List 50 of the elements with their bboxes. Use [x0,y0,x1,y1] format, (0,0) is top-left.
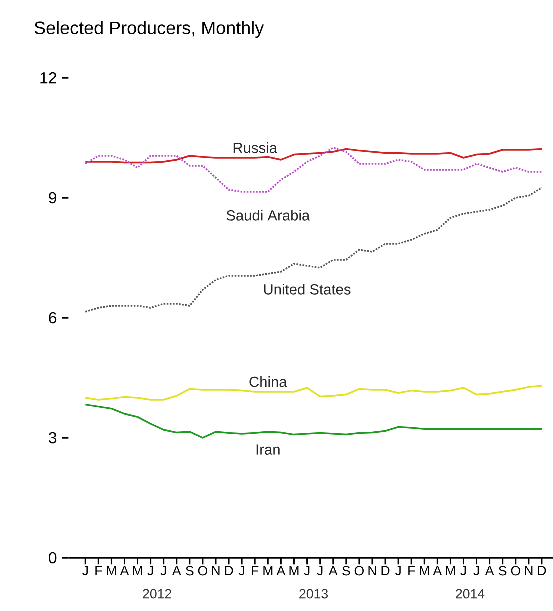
x-tick-label: A [172,566,182,576]
x-tick-label: F [408,566,416,576]
x-tick-label: O [198,566,208,576]
x-tick-label: N [525,566,533,576]
series-label: Russia [234,142,278,154]
x-tick-label: J [474,566,480,576]
x-tick-label: M [107,566,116,576]
x-tick-label: J [460,566,466,576]
x-tick-label: M [420,566,430,576]
x-tick-label: O [354,566,364,576]
x-tick-label: J [148,566,154,576]
x-tick-label: F [96,566,102,576]
x-tick-label: D [538,566,546,576]
x-tick-label: A [276,566,286,576]
x-tick-label: D [225,566,234,576]
x-tick-label: M [264,566,273,576]
text: 2013 [300,589,328,599]
x-tick-label: J [82,566,88,576]
x-tick-label: O [511,566,520,576]
y-tick-label: 6 [49,312,57,324]
x-tick-label: A [433,566,442,576]
text: 2012 [143,589,172,599]
x-tick-label: S [499,566,507,576]
x-tick-label: J [304,566,310,576]
x-tick-label: A [485,566,494,576]
x-tick-label: J [160,566,166,576]
x-tick-label: J [395,566,401,576]
series-label: China [250,376,288,388]
x-tick-label: F [252,566,259,576]
x-tick-label: S [186,566,194,576]
series-label: United States [264,284,351,295]
x-tick-label: D [382,566,390,576]
chart-title: Selected Producers, Monthly [34,21,264,38]
y-tick-label: 9 [49,192,57,204]
series-label: Iran [256,444,280,455]
x-tick-label: J [238,566,244,576]
text: 2014 [456,589,485,599]
x-tick-label: M [133,566,142,576]
x-tick-label: M [290,566,299,576]
y-tick-label: 12 [40,72,56,84]
x-tick-label: J [317,566,323,576]
y-tick-label: 0 [49,552,57,564]
series-label: Saudi Arabia [226,210,310,221]
x-tick-label: A [120,566,130,576]
x-tick-label: M [446,566,456,576]
x-tick-label: N [368,566,376,576]
x-tick-label: A [328,566,338,576]
x-tick-label: S [342,566,350,576]
x-tick-label: N [212,566,220,576]
y-tick-label: 3 [48,432,57,444]
